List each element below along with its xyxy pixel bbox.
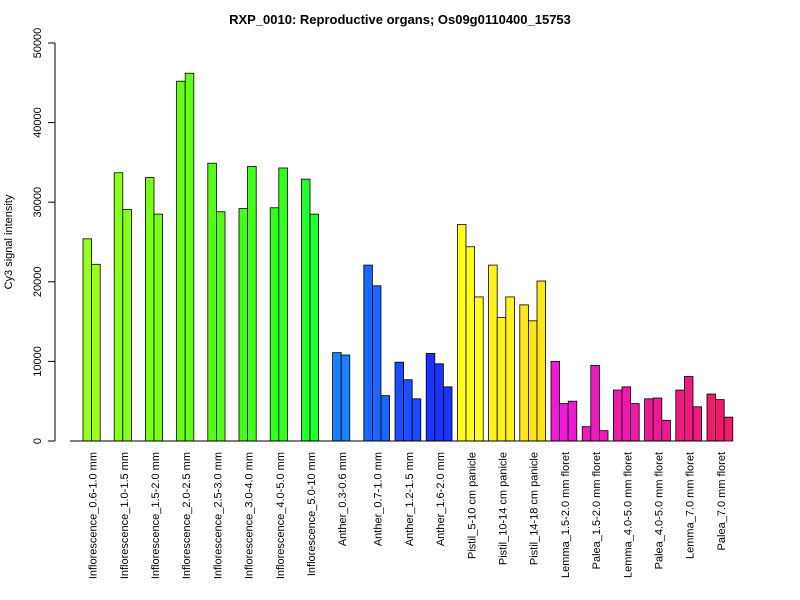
bar xyxy=(496,317,507,442)
bar xyxy=(559,403,569,442)
bar xyxy=(536,280,547,442)
bar xyxy=(488,264,498,442)
bar xyxy=(411,398,422,442)
bar xyxy=(684,376,694,442)
x-tick-label: Pistil_10-14 cm panicle xyxy=(498,452,510,565)
bar xyxy=(113,172,124,442)
bar xyxy=(590,364,600,442)
y-tick-label: 50000 xyxy=(32,28,44,59)
bar xyxy=(425,353,436,442)
x-tick-label: Inflorescence_1.5-2.0 mm xyxy=(150,452,162,579)
bar xyxy=(247,165,257,442)
bar xyxy=(675,389,685,442)
bar xyxy=(599,430,609,442)
bar xyxy=(456,224,467,442)
y-axis: 0 10000 20000 30000 40000 50000 xyxy=(32,28,56,444)
bar xyxy=(238,208,249,442)
x-tick-label: Inflorescence_5.0-10 mm xyxy=(306,452,318,576)
bar xyxy=(403,379,413,442)
x-tick-label: Palea_4.0-5.0 mm floret xyxy=(654,452,666,569)
x-tick-label: Anther_0.3-0.6 mm xyxy=(337,452,349,546)
bar xyxy=(153,213,164,442)
x-tick-label: Pistil_5-10 cm panicle xyxy=(466,452,478,559)
x-tick-label: Lemma_4.0-5.0 mm floret xyxy=(622,452,634,578)
x-tick-label: Anther_1.2-1.5 mm xyxy=(404,452,416,546)
bar xyxy=(82,238,93,442)
chart-title: RXP_0010: Reproductive organs; Os09g0110… xyxy=(229,12,571,27)
x-tick-label: Inflorescence_4.0-5.0 mm xyxy=(275,452,287,579)
bar xyxy=(442,386,453,442)
bar xyxy=(91,263,101,442)
x-tick-label: Inflorescence_1.0-1.5 mm xyxy=(119,452,131,579)
x-tick-label: Anther_0.7-1.0 mm xyxy=(373,452,385,546)
bar xyxy=(692,406,703,442)
x-tick-label: Palea_1.5-2.0 mm floret xyxy=(591,452,603,569)
bar xyxy=(309,213,320,442)
bar xyxy=(215,211,226,442)
bar xyxy=(581,426,592,442)
bar xyxy=(300,178,311,442)
x-tick-label: Inflorescence_2.5-3.0 mm xyxy=(212,452,224,579)
x-tick-label: Pistil_14-18 cm panicle xyxy=(529,452,541,565)
bar xyxy=(332,352,342,442)
bar xyxy=(207,162,217,442)
x-tick-label: Palea_7.0 mm floret xyxy=(716,452,728,550)
x-tick-label: Anther_1.6-2.0 mm xyxy=(435,452,447,546)
bar xyxy=(434,363,444,442)
x-tick-label: Inflorescence_3.0-4.0 mm xyxy=(244,452,256,579)
bar xyxy=(363,264,373,442)
y-axis-title: Cy3 signal intensity xyxy=(3,194,15,289)
bar xyxy=(371,285,382,442)
x-axis-labels: Inflorescence_0.6-1.0 mm Inflorescence_1.… xyxy=(88,452,728,579)
bar xyxy=(269,207,280,442)
bar xyxy=(380,395,391,442)
bar xyxy=(723,416,734,442)
y-tick-label: 20000 xyxy=(32,267,44,298)
bar xyxy=(715,399,725,442)
bar xyxy=(184,72,195,442)
bars xyxy=(82,72,734,442)
bar xyxy=(550,360,561,442)
bar xyxy=(706,393,717,442)
bar xyxy=(394,361,405,442)
bar xyxy=(613,389,623,442)
bar xyxy=(621,386,632,442)
x-tick-label: Inflorescence_2.0-2.5 mm xyxy=(181,452,193,579)
y-tick-label: 10000 xyxy=(32,346,44,377)
y-tick-label: 0 xyxy=(32,438,44,444)
bar xyxy=(528,320,538,442)
bar xyxy=(567,400,578,442)
x-tick-label: Inflorescence_0.6-1.0 mm xyxy=(88,452,100,579)
x-tick-label: Lemma_7.0 mm floret xyxy=(685,452,697,559)
bar xyxy=(630,403,640,442)
bar xyxy=(519,304,529,442)
bar xyxy=(340,354,351,442)
bar xyxy=(474,296,484,442)
x-tick-label: Lemma_1.5-2.0 mm floret xyxy=(560,452,572,578)
bar xyxy=(652,397,663,442)
bar xyxy=(122,208,132,442)
bar xyxy=(661,419,671,442)
bar xyxy=(176,80,186,442)
y-tick-label: 40000 xyxy=(32,107,44,138)
bar xyxy=(505,296,515,442)
bar xyxy=(644,398,654,442)
bar xyxy=(144,177,155,442)
y-tick-label: 30000 xyxy=(32,187,44,218)
bar xyxy=(465,246,476,442)
bar xyxy=(278,167,288,442)
